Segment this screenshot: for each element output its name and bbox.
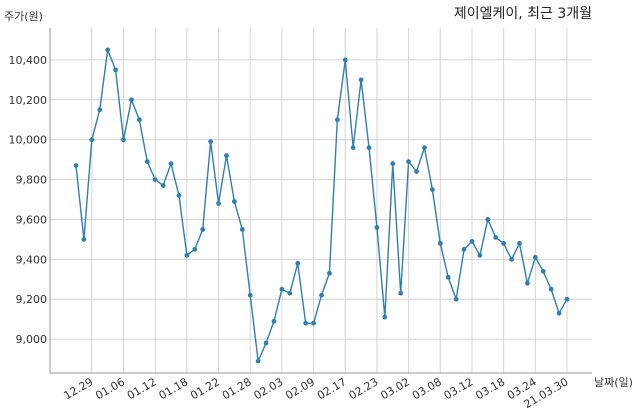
x-tick-label: 02.09 (283, 375, 317, 402)
x-tick-label: 03.18 (473, 375, 507, 402)
data-point (239, 227, 245, 232)
x-tick-label: 03.12 (442, 375, 476, 402)
data-point (113, 67, 118, 73)
data-point (208, 139, 214, 145)
data-point (525, 280, 530, 286)
data-point (152, 177, 158, 182)
data-point (501, 240, 507, 246)
data-point (350, 145, 356, 151)
x-tick-label: 01.12 (125, 375, 159, 402)
data-point (136, 117, 142, 123)
x-tick-label: 01.22 (188, 375, 222, 402)
data-point (469, 238, 475, 244)
data-point (540, 268, 546, 274)
data-point (121, 137, 126, 143)
data-point (398, 290, 404, 296)
y-tick-label: 9,000 (16, 333, 48, 346)
data-point (200, 227, 206, 232)
data-point (311, 320, 316, 326)
y-tick-label: 9,800 (16, 174, 48, 187)
data-point (390, 161, 396, 167)
data-point (144, 159, 150, 165)
data-point (374, 225, 380, 230)
data-point (105, 47, 111, 53)
data-point (564, 296, 570, 302)
data-point (271, 318, 277, 324)
data-point (168, 161, 174, 167)
x-axis-label: 날짜(일) (594, 375, 633, 389)
data-point (445, 274, 451, 280)
data-point (556, 310, 562, 316)
x-tick-label: 01.28 (220, 375, 254, 402)
data-point (437, 240, 443, 246)
data-point (493, 234, 499, 240)
axes (49, 28, 592, 374)
data-point (327, 270, 332, 276)
y-tick-label: 9,200 (16, 293, 48, 306)
y-axis-label: 주가(원) (4, 10, 43, 23)
y-tick-label: 10,000 (9, 134, 48, 147)
data-point (382, 314, 388, 320)
data-point (477, 252, 483, 258)
x-tick-label: 01.06 (93, 375, 127, 402)
data-point (224, 153, 229, 159)
data-point (184, 252, 190, 258)
data-point (129, 97, 134, 103)
price-series-points (73, 47, 570, 364)
y-tick-label: 10,400 (9, 54, 48, 67)
data-point (532, 254, 538, 260)
data-point (160, 183, 166, 188)
data-point (81, 236, 87, 242)
data-point (279, 286, 285, 292)
data-point (366, 145, 372, 151)
data-point (176, 193, 182, 198)
vertical-gridlines (91, 28, 568, 373)
data-point (303, 320, 309, 326)
data-point (263, 340, 269, 346)
x-tick-label: 01.18 (157, 375, 191, 402)
data-point (406, 159, 412, 165)
data-point (509, 256, 514, 262)
data-point (295, 260, 301, 266)
x-tick-label: 02.23 (347, 375, 381, 402)
data-point (429, 187, 435, 192)
x-tick-label: 02.17 (315, 375, 349, 402)
data-point (247, 292, 253, 298)
data-point (319, 292, 324, 298)
chart-title: 제이엘케이, 최근 3개월 (454, 6, 592, 22)
x-tick-labels: 12.2901.0601.1201.1801.2201.2802.0302.09… (62, 375, 571, 411)
price-series-line (75, 47, 568, 364)
x-tick-label: 03.02 (378, 375, 412, 402)
data-point (517, 240, 522, 246)
data-point (414, 169, 419, 174)
data-point (89, 137, 95, 143)
data-point (422, 145, 427, 151)
data-point (548, 286, 554, 292)
data-point (97, 107, 103, 113)
data-point (192, 246, 198, 252)
x-tick-label: 12.29 (62, 375, 96, 402)
data-point (453, 296, 459, 302)
data-point (231, 199, 237, 204)
y-tick-labels: 9,000 9,200 9,400 9,600 9,800 10,000 10,200 10,… (9, 54, 48, 346)
data-point (485, 217, 491, 222)
data-point (342, 57, 348, 63)
data-point (216, 201, 221, 206)
y-tick-label: 9,400 (16, 253, 48, 266)
data-point (73, 163, 79, 169)
data-point (334, 117, 340, 123)
data-point (255, 358, 261, 364)
y-tick-label: 10,200 (9, 94, 48, 107)
x-tick-label: 02.03 (252, 375, 286, 402)
data-point (461, 246, 467, 252)
y-tick-label: 9,600 (16, 213, 48, 226)
x-tick-label: 03.08 (410, 375, 444, 402)
data-point (358, 77, 364, 83)
data-point (287, 290, 293, 296)
